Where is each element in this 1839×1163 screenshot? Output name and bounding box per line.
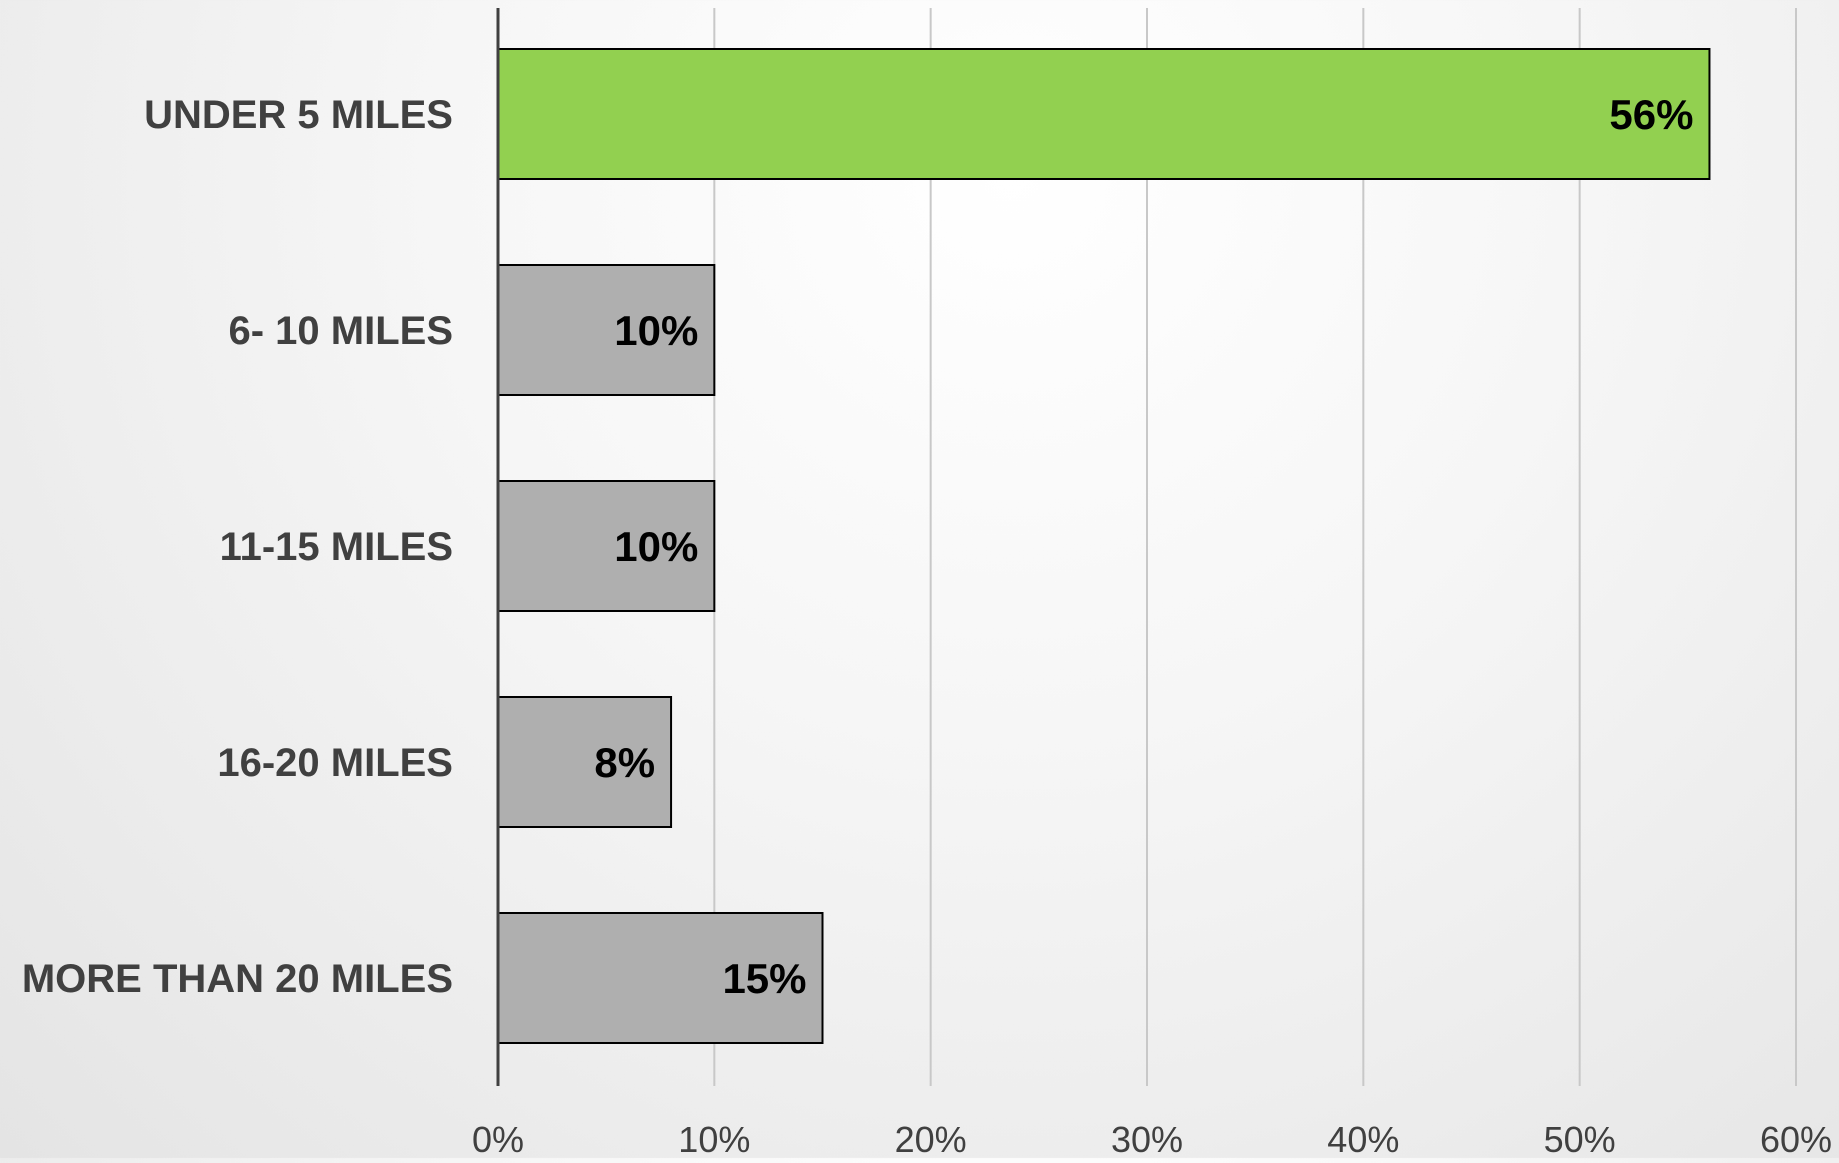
bar: [497, 480, 716, 612]
data-label: 15%: [722, 955, 806, 1002]
data-label: 10%: [614, 307, 698, 354]
x-tick-label: 10%: [678, 1119, 750, 1158]
data-label: 10%: [614, 523, 698, 570]
x-tick-label: 20%: [895, 1119, 967, 1158]
x-tick-label: 0%: [472, 1119, 524, 1158]
gridlines: [713, 8, 1797, 1086]
category-label: 11-15 MILES: [220, 525, 453, 569]
category-label: 6- 10 MILES: [228, 309, 453, 353]
category-label: MORE THAN 20 MILES: [22, 957, 453, 1001]
category-label: UNDER 5 MILES: [144, 93, 453, 137]
x-tick-label: 50%: [1544, 1119, 1616, 1158]
category-label: 16-20 MILES: [217, 741, 453, 785]
x-tick-label: 40%: [1327, 1119, 1399, 1158]
bar: [497, 912, 824, 1044]
x-tick-label: 30%: [1111, 1119, 1183, 1158]
x-tick-label: 60%: [1760, 1119, 1832, 1158]
data-label: 8%: [594, 739, 655, 786]
bars: [497, 48, 1711, 1044]
bar: [497, 696, 673, 828]
bar: [497, 48, 1711, 180]
data-label: 56%: [1609, 91, 1693, 138]
labels: 0% 10% 20% 30% 40% 50% 60% UNDER 5 MILES 56% 6- 1…: [22, 91, 1832, 1160]
